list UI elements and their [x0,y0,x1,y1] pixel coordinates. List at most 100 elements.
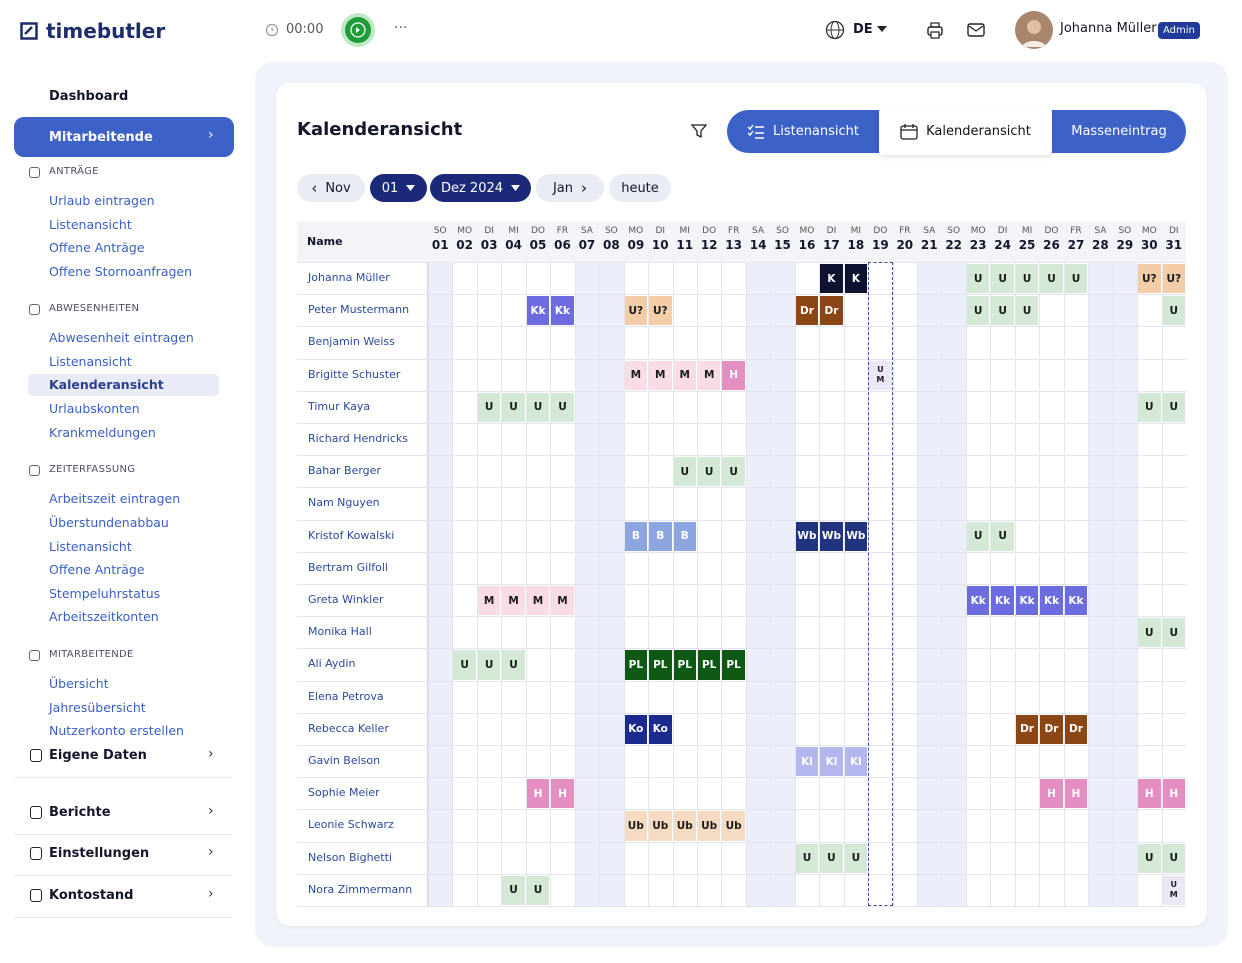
employee-name[interactable]: Elena Petrova [308,689,384,703]
absence-entry[interactable]: U [673,457,696,487]
absence-entry[interactable]: Wb [795,521,819,551]
absence-entry[interactable]: U [1162,392,1185,422]
employee-name[interactable]: Leonie Schwarz [308,818,394,832]
absence-entry[interactable]: PL [697,650,721,680]
absence-entry[interactable]: Ub [649,811,672,841]
absence-entry[interactable]: PL [722,650,745,680]
employee-name[interactable]: Ali Aydin [308,657,356,671]
absence-entry[interactable]: U [526,392,550,422]
day-select[interactable]: 01 [370,174,427,202]
absence-entry[interactable]: Dr [1064,714,1088,744]
absence-entry[interactable]: Dr [795,296,819,326]
absence-entry[interactable]: U [477,650,501,680]
absence-entry[interactable]: U [453,650,476,680]
absence-entry[interactable]: Kl [844,747,868,777]
nav-subitem[interactable]: Offene Stornoanfragen [49,263,193,279]
absence-entry[interactable]: U [991,296,1014,326]
nav-subitem[interactable]: Arbeitszeit eintragen [49,491,181,507]
absence-entry[interactable]: U [991,264,1014,294]
absence-entry[interactable]: U [551,392,574,422]
absence-entry[interactable]: U? [1138,264,1161,294]
absence-entry[interactable]: U [1138,392,1161,422]
absence-entry[interactable]: U? [649,296,672,326]
absence-entry[interactable]: U [1040,264,1063,294]
absence-entry[interactable]: M [624,360,648,390]
absence-entry[interactable]: U [991,521,1014,551]
absence-entry[interactable]: U [502,650,525,680]
absence-entry[interactable]: U [1162,618,1185,648]
absence-entry[interactable]: H [1040,779,1063,809]
nav-item[interactable]: Kontostand [49,888,134,903]
next-month[interactable]: Jan › [536,174,604,202]
nav-subitem[interactable]: Stempeluhrstatus [49,585,161,601]
absence-entry[interactable]: U [1138,843,1161,873]
absence-entry[interactable]: U M [1162,875,1185,905]
absence-entry[interactable]: U [1162,296,1185,326]
absence-entry[interactable]: Kk [1015,586,1039,616]
employee-name[interactable]: Greta Winkler [308,593,384,606]
absence-entry[interactable]: Ko [649,714,672,744]
employee-name[interactable]: Nelson Bighetti [308,850,392,864]
avatar[interactable] [1015,11,1053,49]
employee-name[interactable]: Kristof Kowalski [308,528,395,542]
absence-entry[interactable]: B [624,521,648,551]
employee-name[interactable]: Bertram Gilfoll [308,560,388,574]
nav-subitem[interactable]: Offene Anträge [49,562,145,578]
absence-entry[interactable]: Ub [673,811,696,841]
nav-item[interactable]: Einstellungen [49,846,150,861]
mail-icon[interactable] [967,22,985,38]
nav-subitem[interactable]: Abwesenheit eintragen [49,330,194,346]
employee-name[interactable]: Benjamin Weiss [308,335,395,349]
absence-entry[interactable]: Ub [722,811,745,841]
absence-entry[interactable]: U [697,457,721,487]
absence-entry[interactable]: K [844,264,868,294]
absence-entry[interactable]: Kk [551,296,574,326]
absence-entry[interactable]: Kk [966,586,990,616]
absence-entry[interactable]: Ub [624,811,648,841]
nav-subitem[interactable]: Überstundenabbau [49,515,169,530]
absence-entry[interactable]: M [526,586,550,616]
absence-entry[interactable]: K [820,264,843,294]
employee-name[interactable]: Nora Zimmermann [308,882,413,896]
nav-subitem[interactable]: Urlaub eintragen [49,193,155,208]
logo[interactable]: timebutler [20,19,165,43]
absence-entry[interactable]: U [502,392,525,422]
absence-entry[interactable]: U [722,457,745,487]
absence-entry[interactable]: U [795,843,819,873]
absence-entry[interactable]: B [649,521,672,551]
absence-entry[interactable]: U [477,392,501,422]
absence-entry[interactable]: Kk [1040,586,1063,616]
more-menu[interactable]: ··· [394,20,408,36]
absence-entry[interactable]: U [1138,618,1161,648]
absence-entry[interactable]: M [649,360,672,390]
absence-entry[interactable]: Dr [1040,714,1063,744]
employee-name[interactable]: Richard Hendricks [308,432,408,445]
language[interactable]: DE [853,22,873,37]
tab[interactable]: Listenansicht [727,110,879,153]
nav-subitem[interactable]: Nutzerkonto erstellen [49,723,184,739]
absence-entry[interactable]: PL [624,650,648,680]
absence-entry[interactable]: PL [649,650,672,680]
absence-entry[interactable]: M [551,586,574,616]
absence-entry[interactable]: M [502,586,525,616]
absence-entry[interactable]: U [1015,264,1039,294]
absence-entry[interactable]: Ko [624,714,648,744]
nav-item[interactable]: Dashboard [49,88,129,104]
absence-entry[interactable]: Kl [820,747,843,777]
absence-entry[interactable]: PL [673,650,696,680]
nav-subitem[interactable]: Arbeitszeitkonten [49,609,159,625]
absence-entry[interactable]: Ub [697,811,721,841]
absence-entry[interactable]: U [966,296,990,326]
employee-name[interactable]: Bahar Berger [308,464,381,478]
absence-entry[interactable]: H [551,779,574,809]
nav-subitem[interactable]: Urlaubskonten [49,401,140,417]
absence-entry[interactable]: U? [624,296,648,326]
absence-entry[interactable]: U [1064,264,1088,294]
absence-entry[interactable]: H [526,779,550,809]
absence-entry[interactable]: U [844,843,868,873]
absence-entry[interactable]: H [1138,779,1161,809]
nav-subitem[interactable]: Jahresübersicht [49,699,146,715]
absence-entry[interactable]: Wb [820,521,843,551]
employee-name[interactable]: Monika Hall [308,625,372,639]
employee-name[interactable]: Johanna Müller [308,271,390,284]
